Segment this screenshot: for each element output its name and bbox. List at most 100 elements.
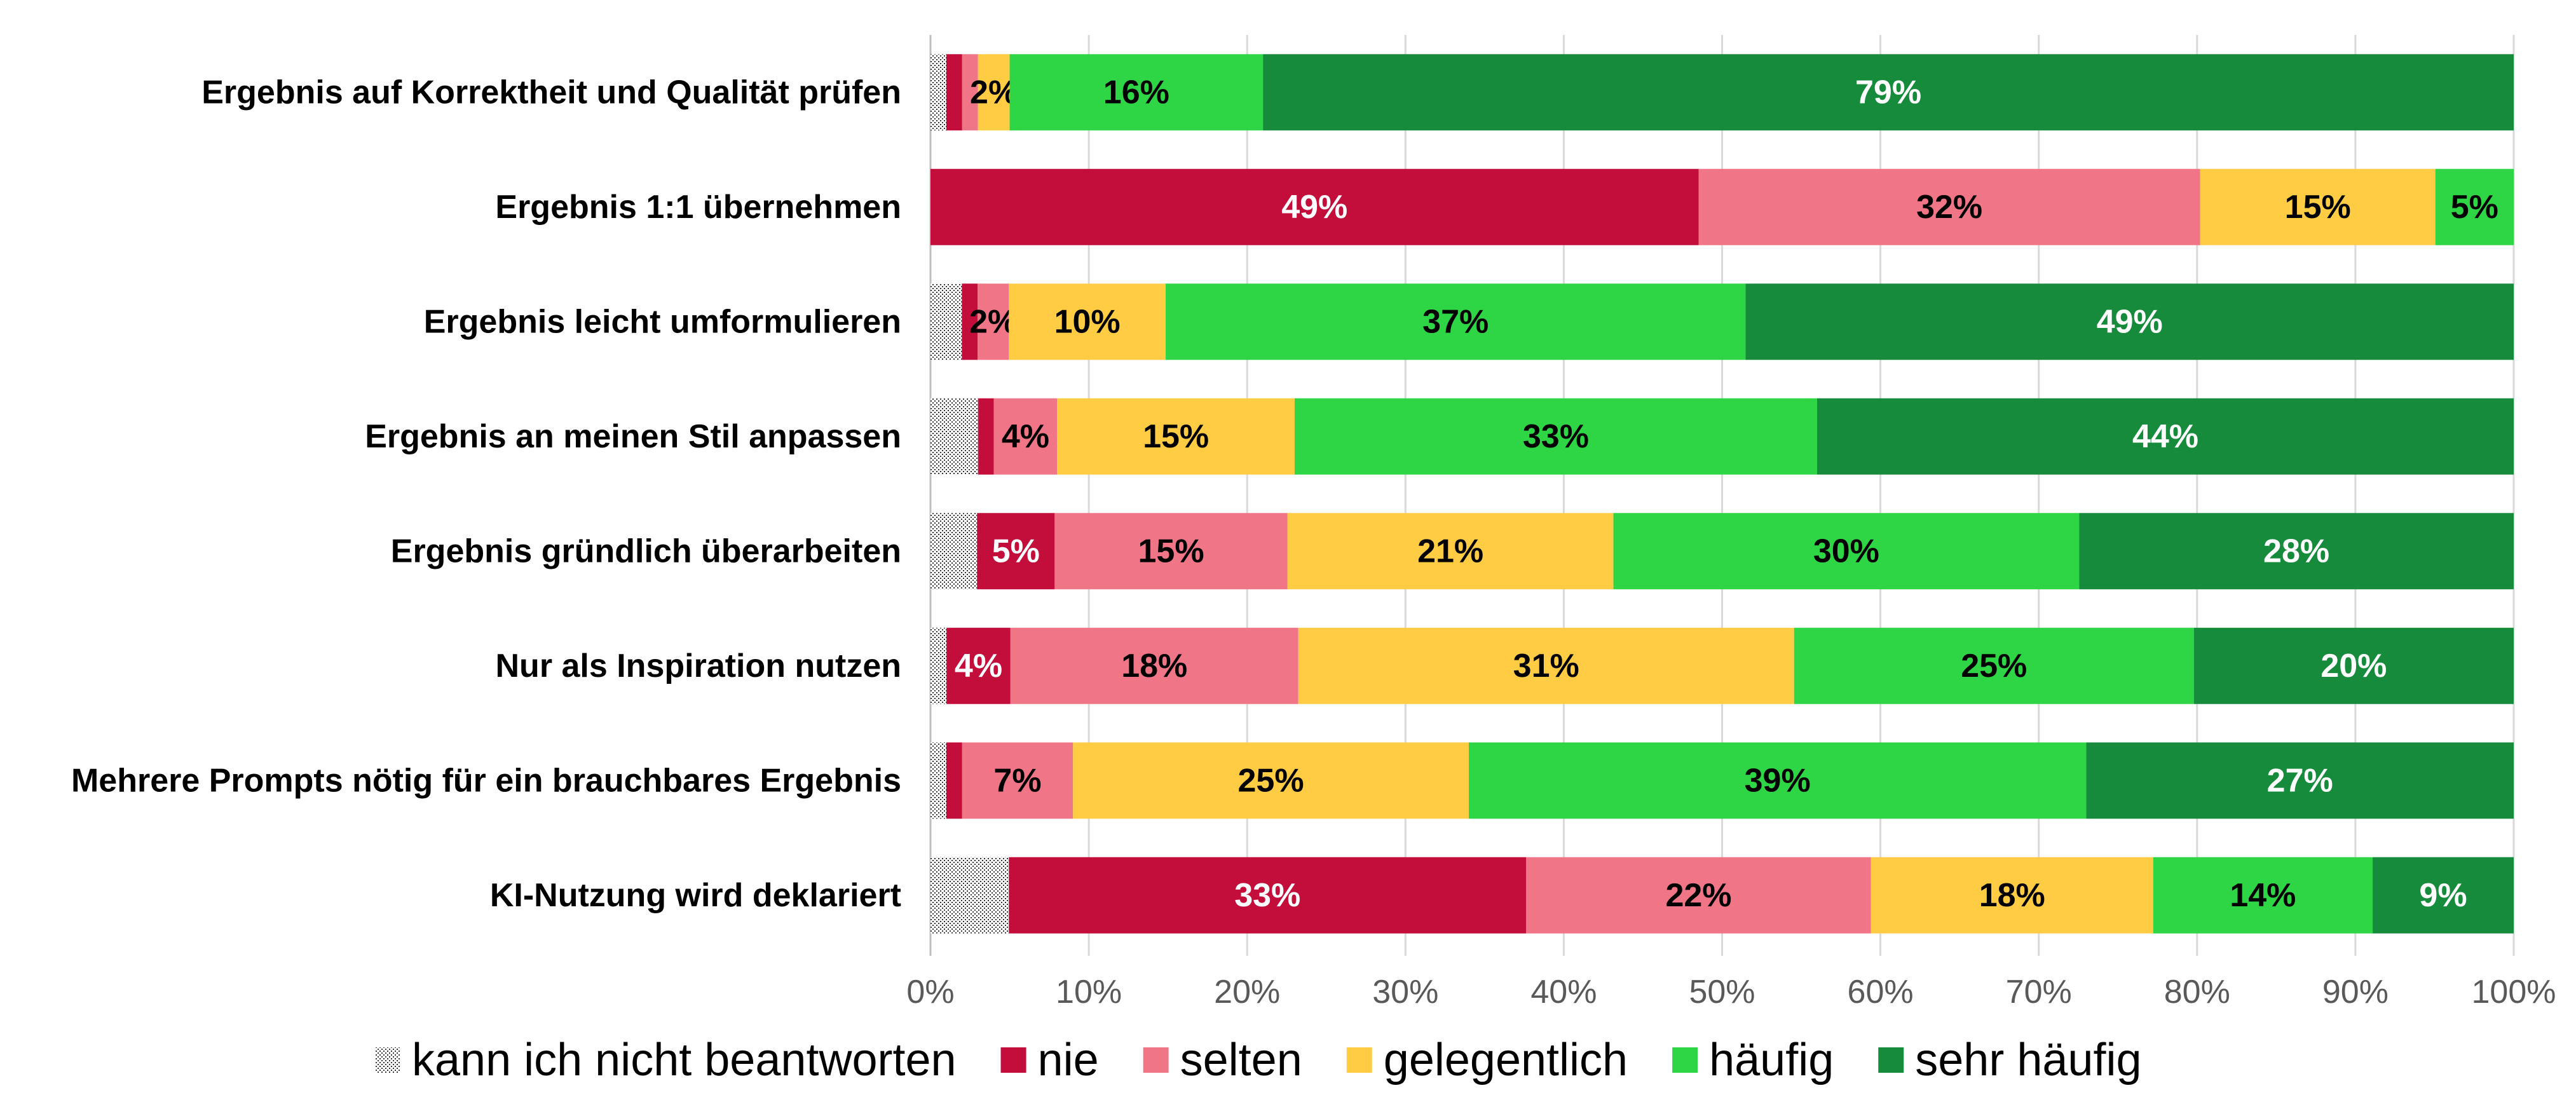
data-label: 4% xyxy=(1002,418,1049,455)
category-label: Mehrere Prompts nötig für ein brauchbare… xyxy=(71,762,901,799)
data-label: 37% xyxy=(1422,303,1489,340)
bar-segment xyxy=(946,54,962,131)
bar-segment xyxy=(1263,54,2514,131)
data-label: 15% xyxy=(1143,418,1209,455)
category-label: Ergebnis leicht umformulieren xyxy=(424,303,901,340)
category-label: Nur als Inspiration nutzen xyxy=(496,648,902,684)
data-label: 49% xyxy=(2097,303,2163,340)
x-tick-label: 50% xyxy=(1689,974,1755,1010)
data-label: 5% xyxy=(2451,189,2498,226)
data-label: 39% xyxy=(1745,762,1811,799)
data-label: 5% xyxy=(992,533,1040,569)
bar-segment xyxy=(930,627,947,704)
data-label: 10% xyxy=(1054,303,1121,340)
x-tick-label: 70% xyxy=(2006,974,2072,1010)
data-label: 18% xyxy=(1979,877,2045,914)
bar-segment xyxy=(930,742,946,819)
bar-segment xyxy=(1298,627,1794,704)
bar-segment xyxy=(2079,513,2514,590)
data-label: 33% xyxy=(1234,877,1300,914)
bar-segment xyxy=(930,857,1009,934)
data-label: 15% xyxy=(2285,189,2351,226)
bar-segment xyxy=(2086,742,2514,819)
bar-segment xyxy=(978,398,994,475)
x-tick-label: 80% xyxy=(2164,974,2230,1010)
legend-label: häufig xyxy=(1709,1035,1834,1085)
data-label: 33% xyxy=(1523,418,1589,455)
x-tick-label: 0% xyxy=(906,974,954,1010)
data-label: 44% xyxy=(2132,418,2198,455)
data-label: 7% xyxy=(993,762,1041,799)
data-label: 79% xyxy=(1855,74,1921,111)
bar-segment xyxy=(1816,398,2514,475)
data-label: 25% xyxy=(1238,762,1304,799)
bar-segment xyxy=(1287,513,1614,590)
bar-segment xyxy=(946,627,1011,704)
bar-segment xyxy=(930,168,1699,245)
bar-segment xyxy=(1871,857,2153,934)
legend: kann ich nicht beantworten nie selten geleg… xyxy=(375,1035,2142,1085)
legend-swatch xyxy=(375,1047,400,1073)
legend-label: kann ich nicht beantworten xyxy=(412,1035,957,1085)
bar-segment xyxy=(930,398,978,475)
bars: 2% 16% 79%49% 32% 15% 5%2% 10% 37% 49%4% 15% 33% 44… xyxy=(930,54,2514,934)
x-tick-label: 30% xyxy=(1372,974,1438,1010)
legend-swatch xyxy=(1143,1047,1169,1073)
bar-segment xyxy=(1613,513,2080,590)
bar-segment xyxy=(1698,168,2200,245)
category-labels: Ergebnis auf Korrektheit und Qualität pr… xyxy=(71,74,901,914)
bar-segment xyxy=(1009,283,1166,360)
legend-label: sehr häufig xyxy=(1915,1035,2141,1085)
legend-swatch xyxy=(1878,1047,1904,1073)
x-tick-label: 40% xyxy=(1530,974,1597,1010)
data-label: 28% xyxy=(2263,533,2329,569)
bar-segment xyxy=(1794,627,2194,704)
bar-segment xyxy=(962,283,978,360)
data-label: 16% xyxy=(1103,74,1169,111)
x-tick-label: 10% xyxy=(1056,974,1122,1010)
legend-label: selten xyxy=(1180,1035,1302,1085)
bar-segment xyxy=(1165,283,1746,360)
data-label: 18% xyxy=(1121,648,1187,684)
bar-segment xyxy=(2153,857,2373,934)
x-tick-label: 20% xyxy=(1214,974,1280,1010)
bar-segment xyxy=(2193,627,2514,704)
bar-segment xyxy=(1294,398,1817,475)
bar-segment xyxy=(1526,857,1871,934)
bar-segment xyxy=(1009,857,1527,934)
data-label: 22% xyxy=(1665,877,1731,914)
data-label: 30% xyxy=(1813,533,1879,569)
legend-label: gelegentlich xyxy=(1384,1035,1628,1085)
bar-segment xyxy=(1054,513,1288,590)
bar-segment xyxy=(962,54,978,131)
bar-segment xyxy=(946,742,962,819)
category-label: Ergebnis gründlich überarbeiten xyxy=(391,533,901,569)
data-label: 21% xyxy=(1417,533,1483,569)
bar-segment xyxy=(977,283,1009,360)
x-tick-label: 100% xyxy=(2472,974,2556,1010)
bar-segment xyxy=(1010,627,1298,704)
category-label: Ergebnis auf Korrektheit und Qualität pr… xyxy=(201,74,901,111)
bar-segment xyxy=(962,742,1073,819)
data-label: 4% xyxy=(955,648,1002,684)
bar-segment xyxy=(993,398,1058,475)
bar-segment xyxy=(1468,742,2087,819)
legend-swatch xyxy=(1346,1047,1372,1073)
bar-segment xyxy=(1009,54,1264,131)
data-label: 27% xyxy=(2267,762,2333,799)
x-tick-label: 90% xyxy=(2322,974,2389,1010)
data-label: 20% xyxy=(2320,648,2387,684)
legend-swatch xyxy=(1672,1047,1698,1073)
data-label: 15% xyxy=(1138,533,1204,569)
x-tick-label: 60% xyxy=(1848,974,1914,1010)
bar-segment xyxy=(1745,283,2514,360)
category-label: Ergebnis 1:1 übernehmen xyxy=(495,189,901,226)
x-axis-tick-labels: 0% 10% 20% 30% 40% 50% 60% 70% 80% 90% 100% xyxy=(906,974,2556,1010)
data-label: 49% xyxy=(1281,189,1347,226)
bar-segment xyxy=(930,513,978,590)
data-label: 9% xyxy=(2419,877,2467,914)
bar-segment xyxy=(930,283,962,360)
bar-segment xyxy=(2200,168,2436,245)
data-label: 25% xyxy=(1961,648,2027,684)
